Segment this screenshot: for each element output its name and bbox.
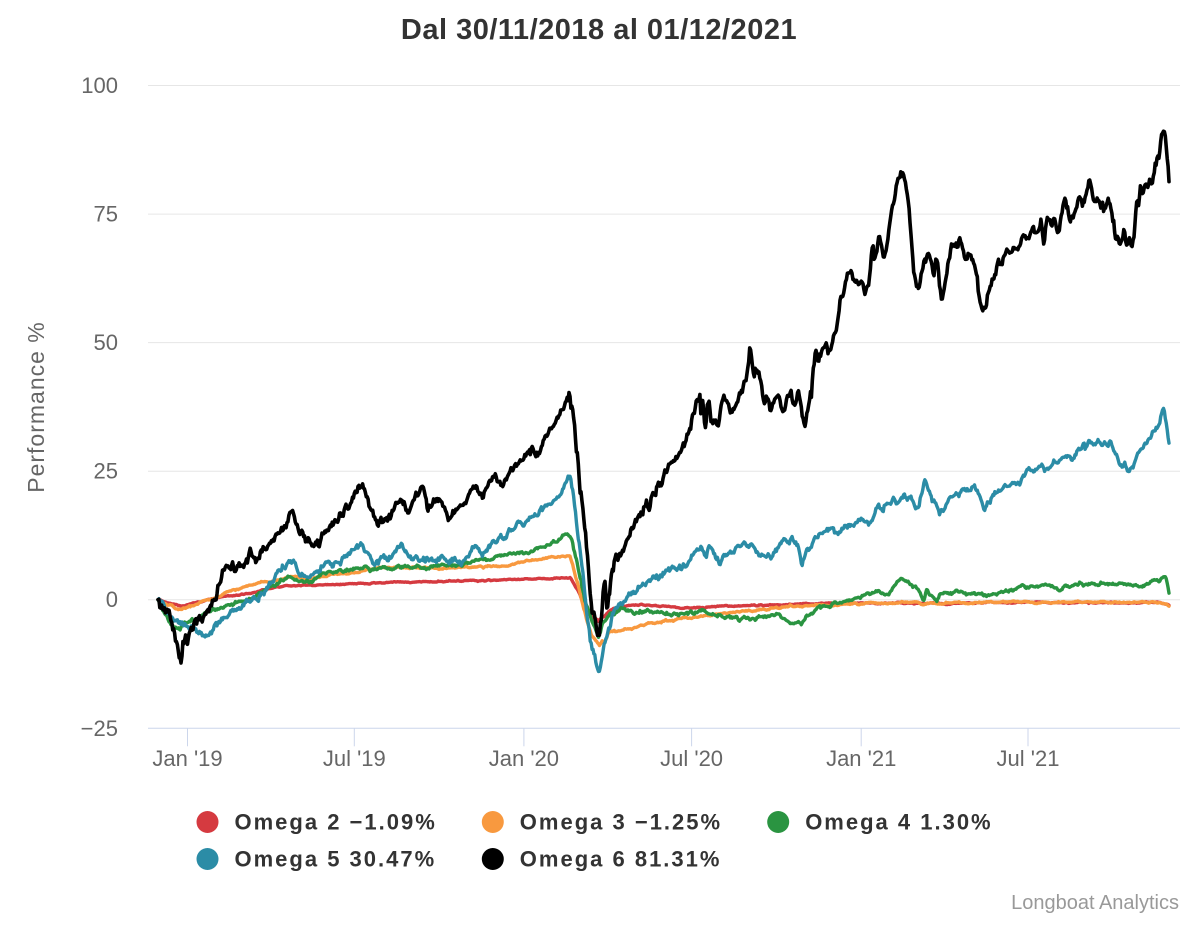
- svg-text:Omega 2 −1.09%: Omega 2 −1.09%: [235, 809, 437, 834]
- svg-text:50: 50: [94, 330, 118, 355]
- svg-text:Omega 6 81.31%: Omega 6 81.31%: [520, 846, 722, 871]
- svg-text:Jul '21: Jul '21: [997, 746, 1060, 771]
- svg-text:Omega 3 −1.25%: Omega 3 −1.25%: [520, 809, 722, 834]
- svg-text:Longboat Analytics: Longboat Analytics: [1011, 892, 1179, 914]
- svg-text:Performance %: Performance %: [23, 321, 49, 493]
- svg-text:75: 75: [94, 202, 118, 227]
- svg-text:Omega 4 1.30%: Omega 4 1.30%: [805, 809, 992, 834]
- svg-text:Jul '20: Jul '20: [660, 746, 723, 771]
- svg-text:Omega 5 30.47%: Omega 5 30.47%: [235, 846, 437, 871]
- svg-text:Jan '20: Jan '20: [489, 746, 559, 771]
- svg-text:100: 100: [81, 73, 118, 98]
- svg-text:Jul '19: Jul '19: [323, 746, 386, 771]
- svg-text:25: 25: [94, 459, 118, 484]
- svg-text:0: 0: [106, 587, 118, 612]
- svg-text:Dal 30/11/2018 al 01/12/2021: Dal 30/11/2018 al 01/12/2021: [401, 14, 797, 46]
- svg-text:Jan '21: Jan '21: [826, 746, 896, 771]
- svg-text:−25: −25: [81, 716, 118, 741]
- svg-text:Jan '19: Jan '19: [152, 746, 222, 771]
